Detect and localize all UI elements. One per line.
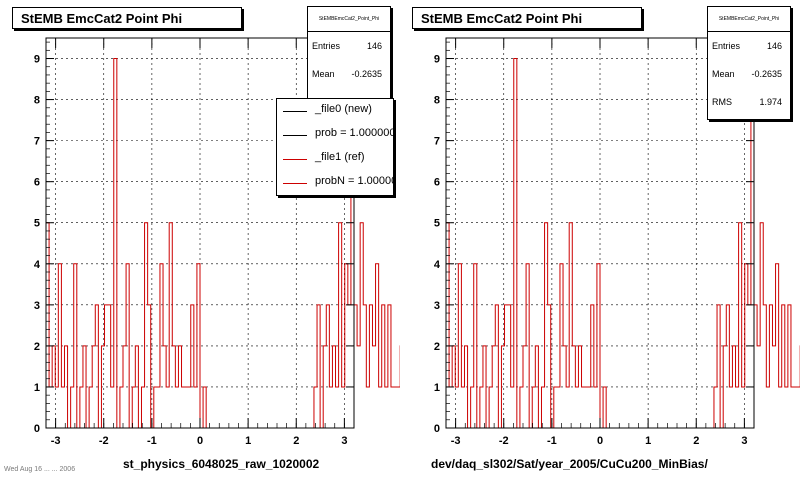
y-tick-label: 8	[434, 95, 440, 107]
stats-value: 1.974	[759, 97, 782, 107]
stats-value: 146	[766, 41, 782, 51]
y-tick-label: 3	[34, 300, 40, 312]
legend-line-red	[283, 183, 307, 184]
x-tick-label: 3	[341, 435, 347, 447]
stats-label: Entries	[312, 41, 341, 51]
y-tick-label: 8	[34, 95, 40, 107]
x-tick-label: 0	[197, 435, 203, 447]
legend-line-black	[283, 111, 307, 112]
y-tick-label: 5	[434, 218, 440, 230]
y-tick-label: 4	[34, 259, 41, 271]
legend-label: probN = 1.000000	[315, 175, 393, 187]
x-tick-label: 2	[693, 435, 699, 447]
stats-label: RMS	[712, 97, 732, 107]
y-tick-label: 4	[434, 259, 441, 271]
stats-value: -0.2635	[751, 69, 782, 79]
x-tick-label: -3	[451, 435, 461, 447]
x-tick-label: -3	[51, 435, 61, 447]
y-tick-label: 2	[434, 341, 440, 353]
stats-value: 146	[366, 41, 382, 51]
stats-histogram-name: StEMBEmcCat2_Point_Phi	[308, 7, 390, 32]
legend-label: _file0 (new)	[315, 103, 372, 115]
stats-row-mean: Mean -0.2635	[308, 60, 390, 88]
stats-row-entries: Entries 146	[308, 32, 390, 60]
legend-box: _file0 (new) prob = 1.000000 _file1 (ref…	[276, 98, 394, 196]
legend-label: _file1 (ref)	[315, 151, 365, 163]
legend-entry-probn: probN = 1.000000	[277, 171, 393, 195]
x-tick-label: 3	[741, 435, 747, 447]
stats-histogram-name: StEMBEmcCat2_Point_Phi	[708, 7, 790, 32]
x-tick-label: 1	[245, 435, 251, 447]
histogram-plot-right: 0 1 2 3 4 5 6 7 8 9 -3 -2 -1 0 1 2 3	[434, 37, 800, 447]
x-tick-label: -2	[99, 435, 109, 447]
y-tick-label: 6	[434, 177, 440, 189]
footnote: Wed Aug 16 ... ... 2006	[4, 466, 76, 473]
y-tick-label: 6	[34, 177, 40, 189]
stats-label: Mean	[312, 69, 335, 79]
stats-label: Entries	[712, 41, 741, 51]
legend-line-red	[283, 159, 307, 160]
y-tick-label: 1	[434, 382, 440, 394]
histogram-panel-right: 0 1 2 3 4 5 6 7 8 9 -3 -2 -1 0 1 2 3 StEMB EmcCat2 Point…	[400, 0, 800, 480]
legend-entry-prob: prob = 1.000000	[277, 123, 393, 147]
x-tick-label: -1	[147, 435, 157, 447]
x-axis-title: dev/daq_sl302/Sat/year_2005/CuCu200_MinB…	[431, 457, 708, 471]
stats-row-rms: RMS 1.974	[708, 88, 790, 116]
y-tick-label: 9	[434, 54, 440, 66]
legend-label: prob = 1.000000	[315, 127, 394, 139]
legend-entry-new: _file0 (new)	[277, 99, 393, 123]
stats-box: StEMBEmcCat2_Point_Phi Entries 146 Mean …	[707, 6, 791, 120]
y-tick-label: 9	[34, 54, 40, 66]
y-tick-label: 3	[434, 300, 440, 312]
x-tick-label: 2	[293, 435, 299, 447]
y-tick-label: 0	[34, 423, 40, 435]
stats-value: -0.2635	[351, 69, 382, 79]
legend-entry-ref: _file1 (ref)	[277, 147, 393, 171]
y-tick-label: 7	[34, 136, 40, 148]
legend-line-black	[283, 135, 307, 136]
stats-label: Mean	[712, 69, 735, 79]
x-tick-label: -2	[499, 435, 509, 447]
x-tick-label: -1	[547, 435, 557, 447]
histogram-panel-left: 0 1 2 3 4 5 6 7 8 9 -3 -2 -1 0 1 2 3 StEMB EmcCat2 Point…	[12, 6, 400, 471]
plot-title: StEMB EmcCat2 Point Phi	[412, 7, 642, 29]
x-axis-title: st_physics_6048025_raw_1020002	[123, 457, 320, 471]
y-tick-label: 7	[434, 136, 440, 148]
plot-title: StEMB EmcCat2 Point Phi	[12, 7, 242, 29]
stats-row-mean: Mean -0.2635	[708, 60, 790, 88]
x-tick-label: 1	[645, 435, 651, 447]
stats-row-entries: Entries 146	[708, 32, 790, 60]
x-tick-label: 0	[597, 435, 603, 447]
y-tick-label: 5	[34, 218, 40, 230]
y-tick-label: 1	[34, 382, 40, 394]
y-tick-label: 2	[34, 341, 40, 353]
y-tick-label: 0	[434, 423, 440, 435]
